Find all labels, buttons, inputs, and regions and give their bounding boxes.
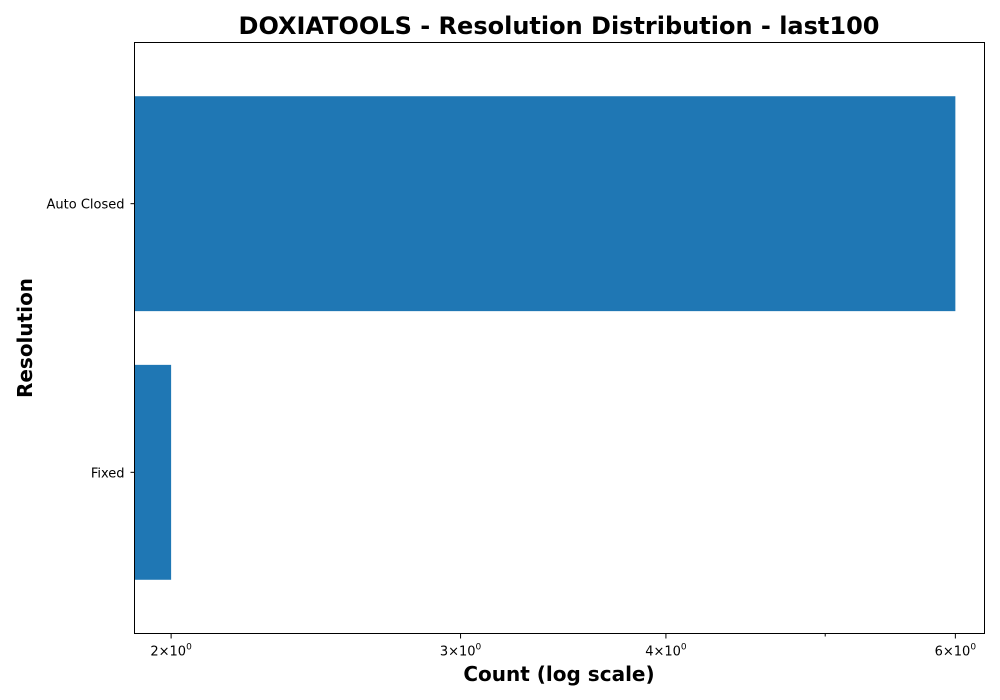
- bar-fixed: [134, 364, 172, 580]
- x-tick-label: 2×100: [150, 643, 192, 660]
- x-tick-label: 3×100: [440, 643, 482, 660]
- y-tick-label: Auto Closed: [47, 198, 125, 213]
- x-axis-label: Count (log scale): [463, 662, 654, 686]
- y-tick-label: Fixed: [91, 466, 125, 481]
- chart-title: DOXIATOOLS - Resolution Distribution - l…: [239, 12, 880, 40]
- bar-auto-closed: [134, 96, 956, 312]
- plot-frame: [134, 42, 985, 634]
- x-tick-label: 4×100: [645, 643, 687, 660]
- y-axis-label: Resolution: [13, 278, 37, 398]
- x-tick-label: 6×100: [935, 643, 977, 660]
